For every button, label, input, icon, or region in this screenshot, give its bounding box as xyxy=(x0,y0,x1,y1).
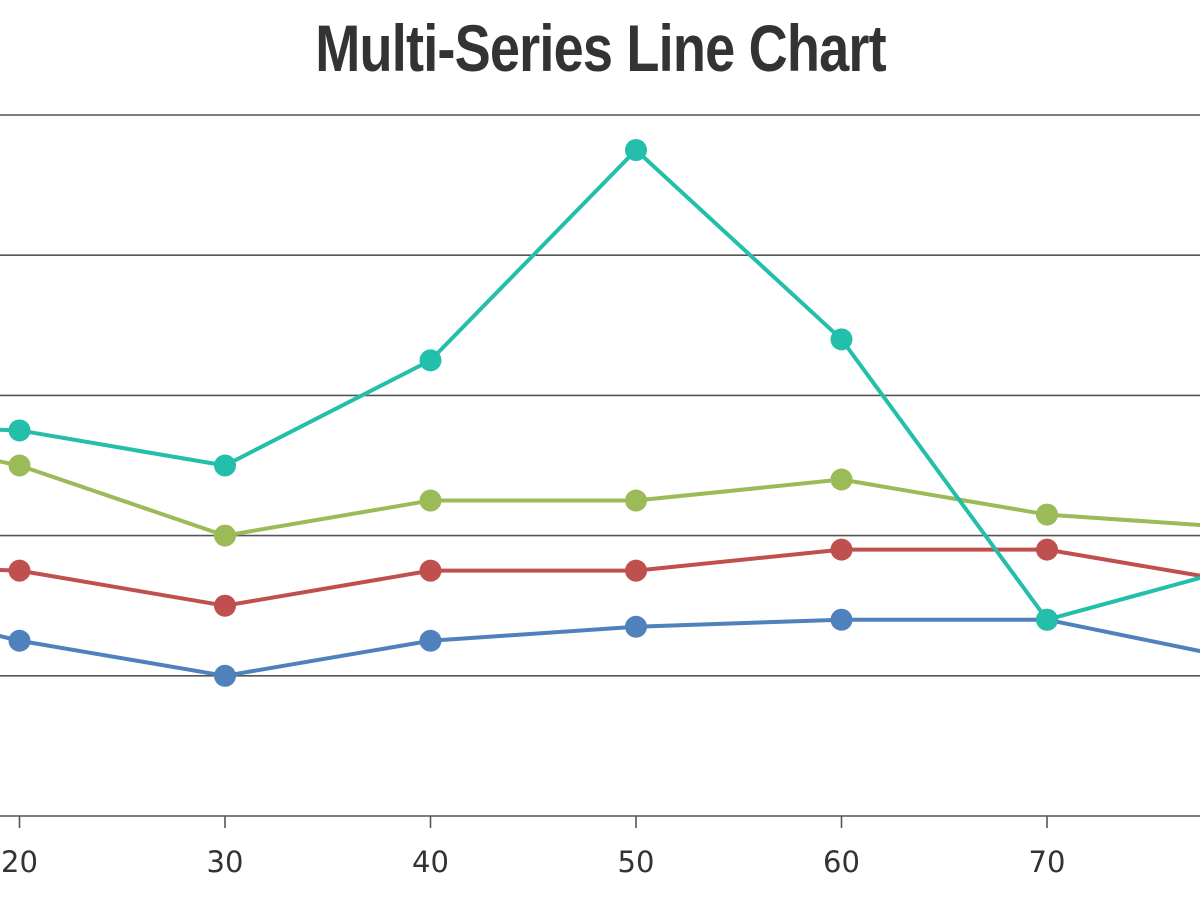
x-tick-label: 70 xyxy=(1029,845,1066,879)
x-tick-label: 30 xyxy=(207,845,244,879)
data-point xyxy=(1036,538,1058,561)
data-point xyxy=(419,349,442,372)
data-point xyxy=(419,629,442,652)
data-point xyxy=(830,608,853,631)
data-point xyxy=(8,419,31,442)
data-point xyxy=(830,328,853,351)
series-line-3 xyxy=(0,459,1200,538)
data-point xyxy=(625,139,647,162)
x-tick-label: 50 xyxy=(618,845,655,879)
series-line-4 xyxy=(0,148,1200,622)
data-point xyxy=(214,454,236,477)
data-point xyxy=(214,664,236,687)
series-line-2 xyxy=(0,547,1200,608)
series-markers xyxy=(8,139,1058,687)
data-point xyxy=(1036,608,1058,631)
x-tick-label: 40 xyxy=(412,845,449,879)
data-point xyxy=(625,489,647,512)
data-point xyxy=(1036,503,1058,526)
series-line-1 xyxy=(0,617,1200,678)
chart-title: Multi-Series Line Chart xyxy=(315,11,886,85)
data-point xyxy=(8,559,31,582)
gridlines xyxy=(0,114,1200,677)
data-point xyxy=(419,559,442,582)
data-point xyxy=(830,538,853,561)
data-point xyxy=(625,559,647,582)
data-point xyxy=(214,524,236,547)
x-tick-label: 60 xyxy=(823,845,860,879)
data-point xyxy=(625,615,647,638)
x-tick-label: 20 xyxy=(1,845,38,879)
data-point xyxy=(830,468,853,491)
series-lines xyxy=(0,148,1200,678)
data-point xyxy=(214,594,236,617)
data-point xyxy=(8,629,31,652)
data-point xyxy=(8,454,31,477)
data-point xyxy=(419,489,442,512)
x-axis: 20 30 40 50 60 70 xyxy=(0,815,1200,879)
